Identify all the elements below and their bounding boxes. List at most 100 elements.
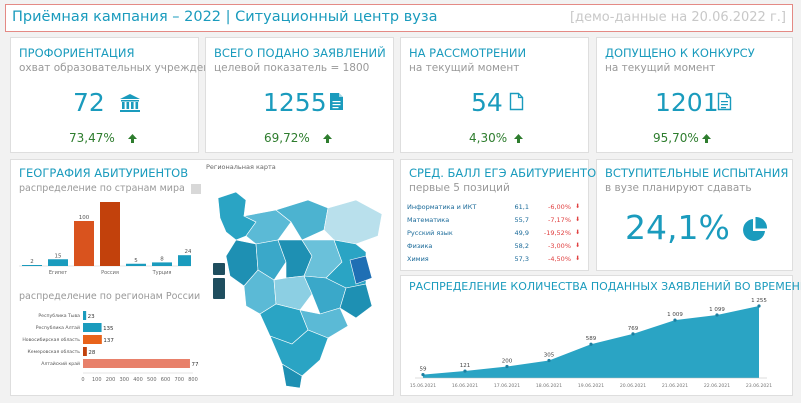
map-region[interactable] — [339, 283, 373, 319]
kpi-value: 72 — [73, 88, 105, 117]
x-tick-label: 17.06.2021 — [494, 383, 520, 389]
kpi-title: ВСЕГО ПОДАНО ЗАЯВЛЕНИЙ — [214, 46, 386, 60]
kpi-value: 1255 — [263, 88, 327, 117]
data-label: 121 — [460, 363, 471, 369]
kpi-title: НА РАССМОТРЕНИИ — [409, 46, 527, 60]
bar — [100, 202, 120, 266]
down-arrow-icon: ⬇ — [575, 255, 581, 262]
data-label: 305 — [544, 353, 555, 359]
bank-icon — [120, 94, 140, 112]
x-tick-label: 21.06.2021 — [662, 383, 688, 389]
x-tick-label: 700 — [174, 377, 184, 383]
bar — [74, 221, 94, 266]
page-title: Приёмная кампания – 2022 | Ситуационный … — [12, 9, 438, 25]
pie-chart-icon — [743, 217, 767, 241]
kpi-subtitle: целевой показатель = 1800 — [214, 62, 370, 74]
regions-bar-chart: Республика Тыва 23 Республика Алтай 135 Ново… — [22, 311, 199, 383]
bar-value-label: 24 — [185, 249, 192, 255]
subject-name: Русский язык — [407, 228, 453, 237]
regions-subtitle: распределение по регионам России — [19, 291, 201, 302]
bar — [126, 263, 146, 266]
score-change: -4,50% — [548, 254, 571, 263]
map-region[interactable] — [281, 363, 303, 389]
data-label: 1 255 — [751, 298, 767, 304]
ege-score-card: СРЕД. БАЛЛ ЕГЭ АБИТУРИЕНТОВ первые 5 поз… — [400, 159, 604, 271]
region-label: Республика Тыва — [38, 313, 80, 319]
x-tick-label: 300 — [119, 377, 129, 383]
x-tick-label: 500 — [147, 377, 157, 383]
countries-subtitle: распределение по странам мира — [19, 183, 185, 194]
down-arrow-icon: ⬇ — [575, 242, 581, 249]
subject-score: 55,7 — [514, 215, 529, 224]
x-tick-label: 100 — [92, 377, 102, 383]
category-label: Египет — [49, 270, 67, 276]
bar-value-label: 1 901 — [102, 200, 118, 202]
document-lines-icon — [717, 92, 732, 111]
bar-value-label: 28 — [88, 350, 95, 356]
data-point — [463, 369, 467, 373]
subject-name: Математика — [407, 215, 450, 224]
bar — [48, 259, 68, 266]
header-bar: Приёмная кампания – 2022 | Ситуационный … — [5, 4, 793, 32]
table-row: Информатика и ИКТ 61,1 -6,00% ⬇ — [405, 200, 582, 213]
table-row: Математика 55,7 -7,17% ⬇ — [405, 213, 582, 226]
bar — [22, 265, 42, 266]
exams-title: ВСТУПИТЕЛЬНЫЕ ИСПЫТАНИЯ — [605, 166, 789, 180]
bar-value-label: 2 — [30, 259, 34, 265]
timeline-card: РАСПРЕДЕЛЕНИЕ КОЛИЧЕСТВА ПОДАННЫХ ЗАЯВЛЕ… — [400, 275, 801, 396]
kpi-percent: 73,47% — [69, 131, 115, 145]
bar-value-label: 15 — [55, 253, 62, 259]
data-label: 200 — [502, 359, 513, 365]
expand-icon[interactable] — [191, 184, 201, 194]
data-point — [631, 332, 635, 336]
up-arrow-icon — [323, 134, 332, 143]
kpi-subtitle: на текущий момент — [409, 62, 520, 74]
timeline-area-chart: 59 15.06.2021 121 16.06.2021 200 17.06.2021 30… — [410, 298, 772, 389]
bar-value-label: 135 — [103, 326, 114, 332]
kpi-card-admitted: ДОПУЩЕНО К КОНКУРСУ на текущий момент 12… — [596, 37, 793, 153]
kpi-card-applications: ВСЕГО ПОДАНО ЗАЯВЛЕНИЙ целевой показател… — [205, 37, 394, 153]
category-label: Турция — [152, 270, 172, 276]
geography-title: ГЕОГРАФИЯ АБИТУРИЕНТОВ — [19, 166, 189, 180]
bar — [83, 323, 102, 332]
x-tick-label: 600 — [161, 377, 171, 383]
region-label: Республика Алтай — [36, 324, 80, 331]
subject-score: 49,9 — [514, 228, 529, 237]
x-tick-label: 400 — [133, 377, 143, 383]
x-tick-label: 19.06.2021 — [578, 383, 604, 389]
data-label: 1 009 — [667, 312, 683, 318]
x-tick-label: 200 — [106, 377, 116, 383]
score-change: -3,00% — [548, 241, 571, 250]
map-region[interactable] — [323, 199, 383, 245]
data-point — [589, 342, 593, 346]
map-region[interactable] — [349, 255, 373, 285]
region-label: Кемеровская область — [28, 349, 81, 355]
bar — [83, 335, 102, 344]
up-arrow-icon — [514, 134, 523, 143]
score-change: -7,17% — [548, 215, 571, 224]
entrance-exams-card: ВСТУПИТЕЛЬНЫЕ ИСПЫТАНИЯ в вузе планируют… — [596, 159, 793, 271]
x-tick-label: 23.06.2021 — [746, 383, 772, 389]
kpi-percent: 69,72% — [264, 131, 310, 145]
kpi-value: 54 — [471, 88, 503, 117]
down-arrow-icon: ⬇ — [575, 216, 581, 223]
data-label: 769 — [628, 326, 639, 332]
ege-title: СРЕД. БАЛЛ ЕГЭ АБИТУРИЕНТОВ — [409, 166, 605, 180]
bar — [83, 311, 87, 320]
data-point — [547, 358, 551, 363]
regional-map[interactable] — [216, 178, 390, 390]
bar — [178, 255, 191, 266]
subject-score: 61,1 — [514, 202, 529, 211]
kpi-subtitle: на текущий момент — [605, 62, 716, 74]
data-label: 1 099 — [709, 307, 725, 313]
map-reset-button[interactable] — [213, 287, 225, 299]
x-tick-label: 16.06.2021 — [452, 383, 478, 389]
data-point — [421, 373, 425, 377]
kpi-card-career-guidance: ПРОФОРИЕНТАЦИЯ охват образовательных учр… — [10, 37, 224, 153]
region-label: Новосибирская область — [22, 337, 80, 343]
map-region[interactable] — [255, 239, 287, 281]
data-point — [673, 318, 677, 322]
region-label: Алтайский край — [41, 360, 80, 367]
map-zoom-in-button[interactable] — [213, 263, 225, 275]
table-row: Русский язык 49,9 -19,52% ⬇ — [405, 226, 582, 239]
